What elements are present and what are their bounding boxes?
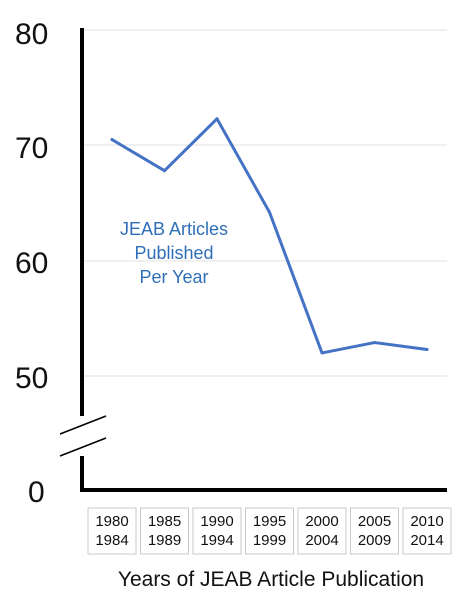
x-tick-box bbox=[245, 507, 294, 555]
x-tick-label-0: 1980 1984 bbox=[87, 507, 137, 555]
y-tick-label-60: 60 bbox=[15, 247, 48, 280]
x-tick-text: 1985 bbox=[148, 513, 181, 530]
x-tick-label-3: 1995 1999 bbox=[245, 507, 294, 555]
x-tick-box bbox=[192, 507, 242, 555]
x-tick-text: 2014 bbox=[410, 532, 443, 549]
annotation-line-1: JEAB Articles bbox=[120, 219, 228, 239]
x-tick-text: 2000 bbox=[305, 513, 338, 530]
y-tick-label-70: 70 bbox=[15, 132, 48, 165]
x-tick-box bbox=[140, 507, 189, 555]
x-tick-label-6: 2010 2014 bbox=[402, 507, 452, 555]
data-point-1 bbox=[163, 169, 166, 173]
x-tick-box bbox=[87, 507, 137, 555]
x-tick-label-4: 2000 2004 bbox=[297, 507, 347, 555]
x-tick-label-1: 1985 1989 bbox=[140, 507, 189, 555]
x-tick-text: 1994 bbox=[200, 532, 233, 549]
axis-break-marker bbox=[59, 415, 110, 457]
data-point-5 bbox=[373, 341, 376, 345]
data-point-0 bbox=[110, 138, 114, 142]
x-tick-text: 2009 bbox=[358, 532, 391, 549]
x-tick-box bbox=[297, 507, 347, 555]
annotation-line-3: Per Year bbox=[139, 267, 208, 287]
x-tick-text: 1999 bbox=[253, 532, 286, 549]
y-tick-label-0: 0 bbox=[28, 476, 45, 509]
annotation-line-2: Published bbox=[134, 243, 213, 263]
x-axis-title: Years of JEAB Article Publication bbox=[118, 568, 424, 591]
x-tick-text: 1990 bbox=[200, 513, 233, 530]
data-points bbox=[110, 117, 429, 355]
x-tick-text: 2010 bbox=[410, 513, 443, 530]
x-tick-text: 1980 bbox=[95, 513, 128, 530]
x-tick-text: 1995 bbox=[253, 513, 286, 530]
y-tick-label-80: 80 bbox=[15, 18, 48, 51]
x-tick-label-5: 2005 2009 bbox=[350, 507, 399, 555]
x-tick-text: 2004 bbox=[305, 532, 338, 549]
data-point-2 bbox=[215, 117, 219, 121]
x-tick-text: 2005 bbox=[358, 513, 391, 530]
x-tick-text: 1984 bbox=[95, 532, 128, 549]
x-tick-box bbox=[350, 507, 399, 555]
x-tick-labels: 1980 1984 1985 1989 1990 1994 1995 1999 2000 2004… bbox=[87, 507, 452, 555]
x-tick-text: 1989 bbox=[148, 532, 181, 549]
data-point-6 bbox=[425, 347, 429, 351]
x-tick-box bbox=[402, 507, 452, 555]
data-point-4 bbox=[320, 351, 324, 355]
data-point-3 bbox=[268, 210, 271, 214]
x-tick-label-2: 1990 1994 bbox=[192, 507, 242, 555]
y-tick-label-50: 50 bbox=[15, 362, 48, 395]
